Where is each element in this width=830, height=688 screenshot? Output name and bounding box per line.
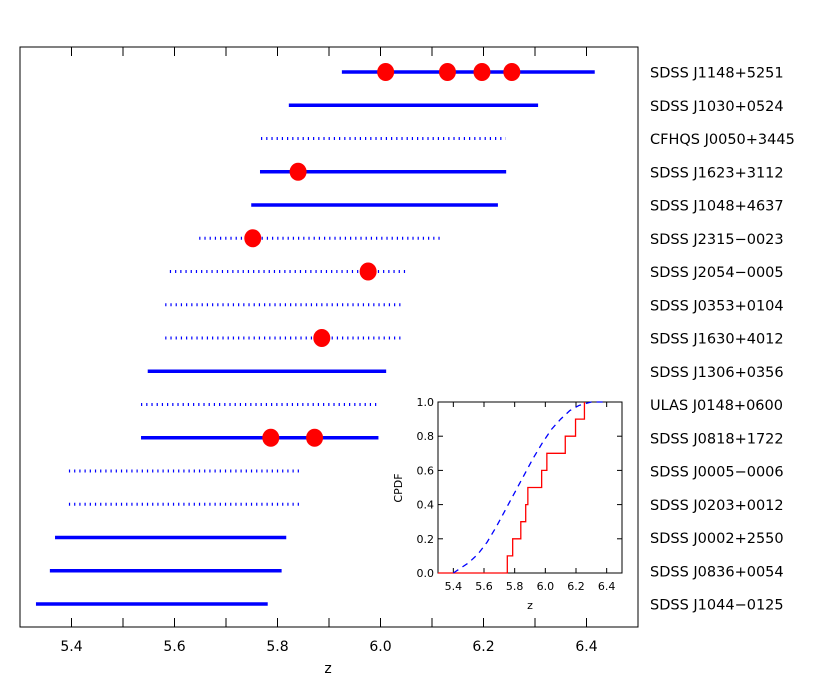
x-tick-label: 6.0 <box>369 639 391 655</box>
quasar-label: SDSS J1306+0356 <box>650 365 784 381</box>
main-plot: 5.4 5.6 5.8 6.0 6.2 6.4 SDSS J1148+5251 SDSS J1… <box>19 46 795 655</box>
redshift-marker <box>473 63 491 81</box>
cpdf-model-dashed <box>452 401 607 574</box>
quasar-label: SDSS J1623+3112 <box>650 165 784 181</box>
cpdf-observed-step <box>438 402 586 574</box>
redshift-marker <box>244 229 262 248</box>
inset-y-tick-label: 0.4 <box>417 499 435 512</box>
inset-y-axis-label: CPDF <box>392 473 405 502</box>
inset-x-axis-label: z <box>527 599 533 612</box>
x-tick-label: 6.2 <box>472 639 494 655</box>
quasar-label: SDSS J0002+2550 <box>650 531 784 547</box>
quasar-label: SDSS J1048+4637 <box>650 199 784 215</box>
quasar-label: SDSS J0353+0104 <box>650 298 784 314</box>
inset-y-tick-label: 0.0 <box>417 567 435 580</box>
inset-x-tick-label: 6.2 <box>567 580 585 593</box>
redshift-marker <box>377 63 395 81</box>
redshift-marker <box>503 63 521 81</box>
quasar-label: SDSS J2315−0023 <box>650 232 784 248</box>
quasar-label: SDSS J0005−0006 <box>650 465 784 481</box>
quasar-label: SDSS J1148+5251 <box>650 66 784 82</box>
quasar-label: SDSS J2054−0005 <box>650 265 784 281</box>
redshift-marker <box>359 262 377 281</box>
inset-y-tick-label: 1.0 <box>417 396 435 409</box>
quasar-label: ULAS J0148+0600 <box>650 398 783 414</box>
inset-y-tick-label: 0.2 <box>417 533 435 546</box>
x-tick-label: 6.4 <box>575 639 597 655</box>
quasar-label: SDSS J1044−0125 <box>650 598 784 614</box>
redshift-marker <box>313 329 331 347</box>
inset-y-tick-label: 0.8 <box>417 430 435 443</box>
redshift-marker <box>438 63 456 81</box>
quasar-label: SDSS J1630+4012 <box>650 332 784 348</box>
redshift-marker <box>262 428 280 447</box>
x-tick-label: 5.8 <box>266 639 288 655</box>
inset-x-tick-label: 6.0 <box>537 580 555 593</box>
redshift-marker <box>289 162 307 181</box>
redshift-marker <box>306 428 324 447</box>
inset-x-tick-label: 5.6 <box>475 580 493 593</box>
inset-x-tick-label: 6.4 <box>598 580 616 593</box>
quasar-label: SDSS J0836+0054 <box>650 564 784 580</box>
x-tick-label: 5.6 <box>163 639 185 655</box>
quasar-label: SDSS J1030+0524 <box>650 99 784 115</box>
inset-y-tick-label: 0.6 <box>417 464 435 477</box>
x-tick-label: 5.4 <box>60 639 82 655</box>
x-axis-label: z <box>324 661 331 677</box>
inset-x-tick-label: 5.4 <box>445 580 463 593</box>
quasar-label: SDSS J0203+0012 <box>650 498 784 514</box>
quasar-label: CFHQS J0050+3445 <box>650 132 795 148</box>
inset-x-tick-label: 5.8 <box>506 580 524 593</box>
inset-cpdf-plot: 5.4 5.6 5.8 6.0 6.2 6.4 0.0 0.2 0.4 0.6 0.8 1.0 <box>417 396 623 593</box>
quasar-label: SDSS J0818+1722 <box>650 431 784 447</box>
